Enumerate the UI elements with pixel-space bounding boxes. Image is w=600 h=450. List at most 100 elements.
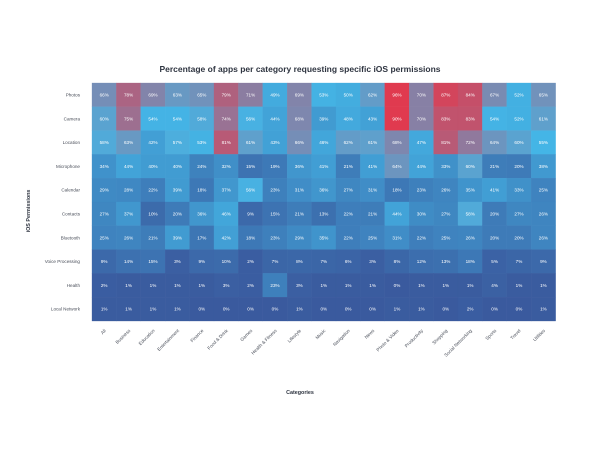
column-label: Health & Fitness xyxy=(250,328,278,356)
cell-value-label: 0% xyxy=(442,307,449,312)
cell-value-label: 32% xyxy=(222,164,231,169)
cell-value-label: 58% xyxy=(466,212,475,217)
cell-value-label: 27% xyxy=(514,212,523,217)
cell-value-label: 27% xyxy=(100,212,109,217)
heatmap-cell xyxy=(531,297,556,322)
cell-value-label: 44% xyxy=(124,164,133,169)
cell-value-label: 6% xyxy=(345,259,352,264)
cell-value-label: 22% xyxy=(148,188,157,193)
cell-value-label: 60% xyxy=(514,140,523,145)
cell-value-label: 21% xyxy=(490,164,499,169)
cell-value-label: 37% xyxy=(222,188,231,193)
row-label: Camera xyxy=(64,116,81,121)
cell-value-label: 65% xyxy=(197,93,206,98)
cell-value-label: 3% xyxy=(296,283,303,288)
cell-value-label: 1% xyxy=(442,283,449,288)
cell-value-label: 33% xyxy=(441,164,450,169)
cell-value-label: 1% xyxy=(150,283,157,288)
column-label: Finance xyxy=(189,328,204,343)
cell-value-label: 9% xyxy=(198,259,205,264)
cell-value-label: 41% xyxy=(319,164,328,169)
cell-value-label: 62% xyxy=(344,140,353,145)
cell-value-label: 71% xyxy=(246,93,255,98)
cell-value-label: 83% xyxy=(441,116,450,121)
row-label: Microphone xyxy=(56,164,80,169)
column-label: Utilities xyxy=(532,328,547,343)
row-label: Health xyxy=(67,283,81,288)
column-label: Navigation xyxy=(332,328,351,347)
cell-value-label: 96% xyxy=(392,93,401,98)
cell-value-label: 9% xyxy=(101,259,108,264)
cell-value-label: 25% xyxy=(368,235,377,240)
cell-value-label: 39% xyxy=(319,116,328,121)
row-label: Photos xyxy=(66,93,81,98)
column-label: Food & Drink xyxy=(206,328,229,351)
cell-value-label: 58% xyxy=(197,116,206,121)
cell-value-label: 1% xyxy=(540,307,547,312)
cell-value-label: 18% xyxy=(466,259,475,264)
cell-value-label: 5% xyxy=(491,259,498,264)
cell-value-label: 39% xyxy=(173,188,182,193)
cell-value-label: 2% xyxy=(467,307,474,312)
cell-value-label: 70% xyxy=(417,93,426,98)
cell-value-label: 46% xyxy=(222,212,231,217)
cell-value-label: 9% xyxy=(540,259,547,264)
cell-value-label: 52% xyxy=(514,93,523,98)
cell-value-label: 0% xyxy=(394,283,401,288)
row-labels: Photos Camera Location Microphone Calendar Co… xyxy=(45,93,81,312)
cell-value-label: 90% xyxy=(392,116,401,121)
cell-value-label: 10% xyxy=(148,212,157,217)
cell-value-label: 26% xyxy=(539,235,548,240)
column-label: Education xyxy=(138,328,156,346)
column-label: Games xyxy=(239,328,254,343)
cell-value-label: 15% xyxy=(270,212,279,217)
cell-value-label: 9% xyxy=(247,212,254,217)
cell-value-label: 40% xyxy=(148,164,157,169)
cell-value-label: 68% xyxy=(392,140,401,145)
cell-value-label: 63% xyxy=(173,93,182,98)
cell-value-label: 36% xyxy=(319,188,328,193)
cell-value-label: 20% xyxy=(490,212,499,217)
cell-value-label: 41% xyxy=(490,188,499,193)
cell-value-label: 31% xyxy=(368,188,377,193)
cell-value-label: 63% xyxy=(124,140,133,145)
cell-value-label: 15% xyxy=(246,164,255,169)
cell-value-label: 31% xyxy=(295,188,304,193)
cell-value-label: 56% xyxy=(246,188,255,193)
cell-value-label: 30% xyxy=(417,212,426,217)
cell-value-label: 31% xyxy=(392,235,401,240)
cell-value-label: 3% xyxy=(369,259,376,264)
cell-value-label: 1% xyxy=(125,307,132,312)
cell-value-label: 1% xyxy=(345,283,352,288)
cell-value-label: 23% xyxy=(270,283,279,288)
cell-value-label: 0% xyxy=(223,307,230,312)
cell-value-label: 18% xyxy=(392,188,401,193)
column-label: Music xyxy=(314,328,327,341)
cell-value-label: 22% xyxy=(344,212,353,217)
cell-value-label: 72% xyxy=(466,140,475,145)
cell-value-label: 74% xyxy=(222,116,231,121)
row-label: Contacts xyxy=(62,212,81,217)
cell-value-label: 60% xyxy=(100,116,109,121)
cell-value-label: 1% xyxy=(394,307,401,312)
cell-value-label: 40% xyxy=(173,164,182,169)
cell-value-label: 61% xyxy=(539,116,548,121)
cell-value-label: 1% xyxy=(516,283,523,288)
cell-value-label: 43% xyxy=(270,140,279,145)
y-axis-title: iOS Permissions xyxy=(26,190,32,233)
cell-value-label: 37% xyxy=(124,212,133,217)
cell-value-label: 23% xyxy=(417,188,426,193)
cell-value-label: 1% xyxy=(369,283,376,288)
cell-value-label: 44% xyxy=(392,212,401,217)
cell-value-label: 34% xyxy=(100,164,109,169)
cell-value-label: 27% xyxy=(441,212,450,217)
cell-value-label: 14% xyxy=(124,259,133,264)
cell-value-label: 23% xyxy=(270,235,279,240)
cell-value-label: 0% xyxy=(198,307,205,312)
cell-value-label: 0% xyxy=(516,307,523,312)
cell-value-label: 1% xyxy=(198,283,205,288)
cell-value-label: 62% xyxy=(368,93,377,98)
cell-value-label: 42% xyxy=(222,235,231,240)
cell-value-label: 53% xyxy=(319,93,328,98)
column-label: Business xyxy=(115,328,132,345)
